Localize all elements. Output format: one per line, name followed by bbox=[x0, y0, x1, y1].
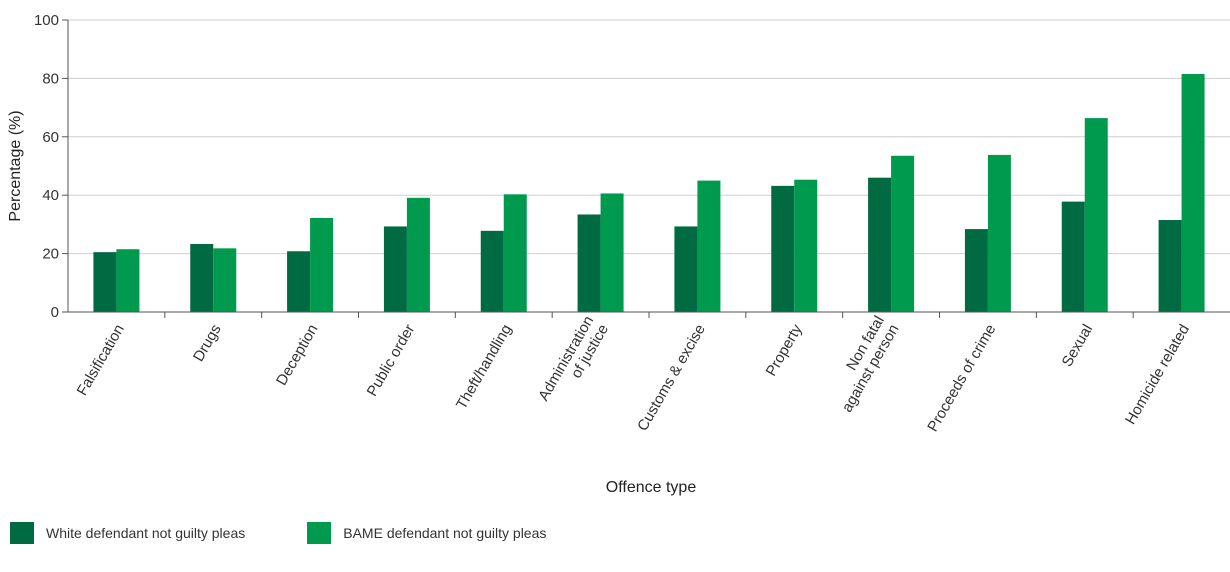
y-axis-label: Percentage (%) bbox=[7, 110, 24, 221]
y-tick-label: 0 bbox=[51, 304, 59, 321]
x-tick-label: Homicide related bbox=[1122, 322, 1193, 428]
legend-item-bame: BAME defendant not guilty pleas bbox=[307, 522, 546, 544]
legend-label-bame: BAME defendant not guilty pleas bbox=[343, 525, 547, 541]
bar-bame bbox=[987, 154, 1011, 312]
x-tick-label: Theft/handling bbox=[453, 322, 515, 413]
x-tick-labels: Falsification Drugs Deception Public order T… bbox=[74, 313, 1193, 435]
bar-bame bbox=[1084, 118, 1108, 312]
x-tick-label: Customs & excise bbox=[634, 322, 709, 434]
axes bbox=[62, 19, 1230, 318]
x-tick-label: Administrationof justice bbox=[535, 313, 612, 412]
x-tick-label: Sexual bbox=[1059, 322, 1097, 370]
bar-bame bbox=[406, 197, 430, 312]
bar-bame bbox=[794, 179, 818, 312]
y-tick-label: 20 bbox=[42, 246, 59, 263]
bar-bame bbox=[310, 217, 334, 312]
bar-bame bbox=[697, 180, 721, 312]
y-tick-label: 80 bbox=[42, 70, 59, 87]
y-tick-label: 100 bbox=[34, 12, 59, 29]
bar-white bbox=[287, 251, 311, 312]
x-axis-label: Offence type bbox=[606, 479, 697, 496]
x-tick-label: Drugs bbox=[190, 322, 225, 365]
bar-white bbox=[383, 226, 407, 312]
bar-white bbox=[964, 229, 988, 312]
x-tick-label: Property bbox=[763, 321, 806, 379]
bars bbox=[93, 74, 1205, 313]
bar-bame bbox=[891, 155, 915, 312]
x-tick-label: Non fatalagainst person bbox=[824, 313, 903, 415]
legend-swatch-bame bbox=[307, 522, 332, 544]
bar-bame bbox=[116, 249, 140, 312]
x-tick-label: Deception bbox=[273, 322, 321, 389]
y-tick-label: 40 bbox=[42, 187, 59, 204]
bar-bame bbox=[213, 248, 237, 312]
y-tick-labels: 0 20 40 60 80 100 bbox=[34, 12, 59, 321]
legend-swatch-white bbox=[10, 522, 34, 544]
x-tick-label: Proceeds of crime bbox=[924, 322, 999, 435]
bar-white bbox=[480, 230, 504, 312]
bar-bame bbox=[1181, 74, 1205, 313]
bar-white bbox=[577, 214, 601, 312]
bar-white bbox=[771, 185, 795, 312]
bar-bame bbox=[600, 193, 624, 312]
bar-white bbox=[1158, 220, 1182, 312]
bar-white bbox=[674, 226, 698, 312]
gridlines bbox=[68, 19, 1230, 255]
bar-white bbox=[1061, 201, 1085, 312]
bar-white bbox=[93, 252, 117, 312]
bar-white bbox=[868, 177, 892, 312]
bar-bame bbox=[503, 194, 527, 312]
legend-label-white: White defendant not guilty pleas bbox=[46, 525, 246, 541]
bar-chart: 0 20 40 60 80 100 Falsification Drugs Deception… bbox=[7, 12, 1230, 496]
bar-white bbox=[190, 243, 214, 312]
x-tick-label: Public order bbox=[364, 322, 419, 400]
y-tick-label: 60 bbox=[42, 129, 59, 146]
legend-item-white: White defendant not guilty pleas bbox=[10, 522, 245, 544]
legend: White defendant not guilty pleas BAME de… bbox=[10, 522, 608, 544]
x-tick-label: Falsification bbox=[74, 322, 128, 399]
